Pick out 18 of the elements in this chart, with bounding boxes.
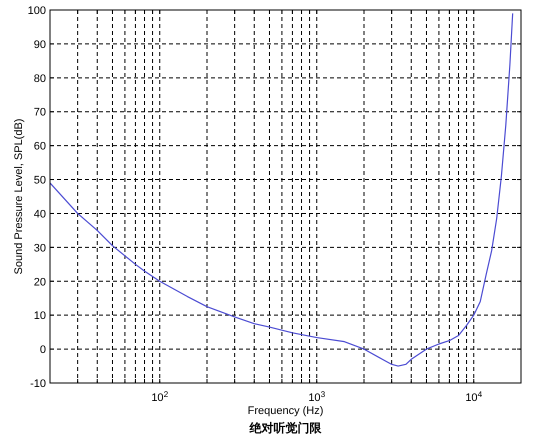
y-tick-label: 20: [34, 276, 46, 288]
x-tick-label: 10$^{2}$: [151, 390, 169, 404]
x-tick-label: 10$^{3}$: [308, 390, 326, 404]
y-axis-title: Sound Pressure Level, SPL(dB): [13, 118, 25, 274]
y-tick-label: 10: [34, 310, 46, 322]
text: 绝对听觉门限: [248, 421, 322, 435]
y-tick-label: 30: [34, 242, 46, 254]
y-tick-label: -10: [30, 378, 46, 390]
y-tick-label: 70: [34, 106, 46, 119]
y-tick-label: 0: [40, 344, 46, 356]
y-tick-label: 60: [34, 140, 46, 153]
y-tick-label: 100: [28, 5, 46, 17]
x-tick-label: 10$^{4}$: [465, 390, 483, 404]
y-tick-label: 50: [34, 174, 46, 187]
x-axis-title: Frequency (Hz): [248, 405, 324, 417]
y-tick-label: 90: [34, 38, 46, 51]
y-tick-label: 80: [34, 72, 46, 85]
y-tick-label: 40: [34, 208, 46, 220]
